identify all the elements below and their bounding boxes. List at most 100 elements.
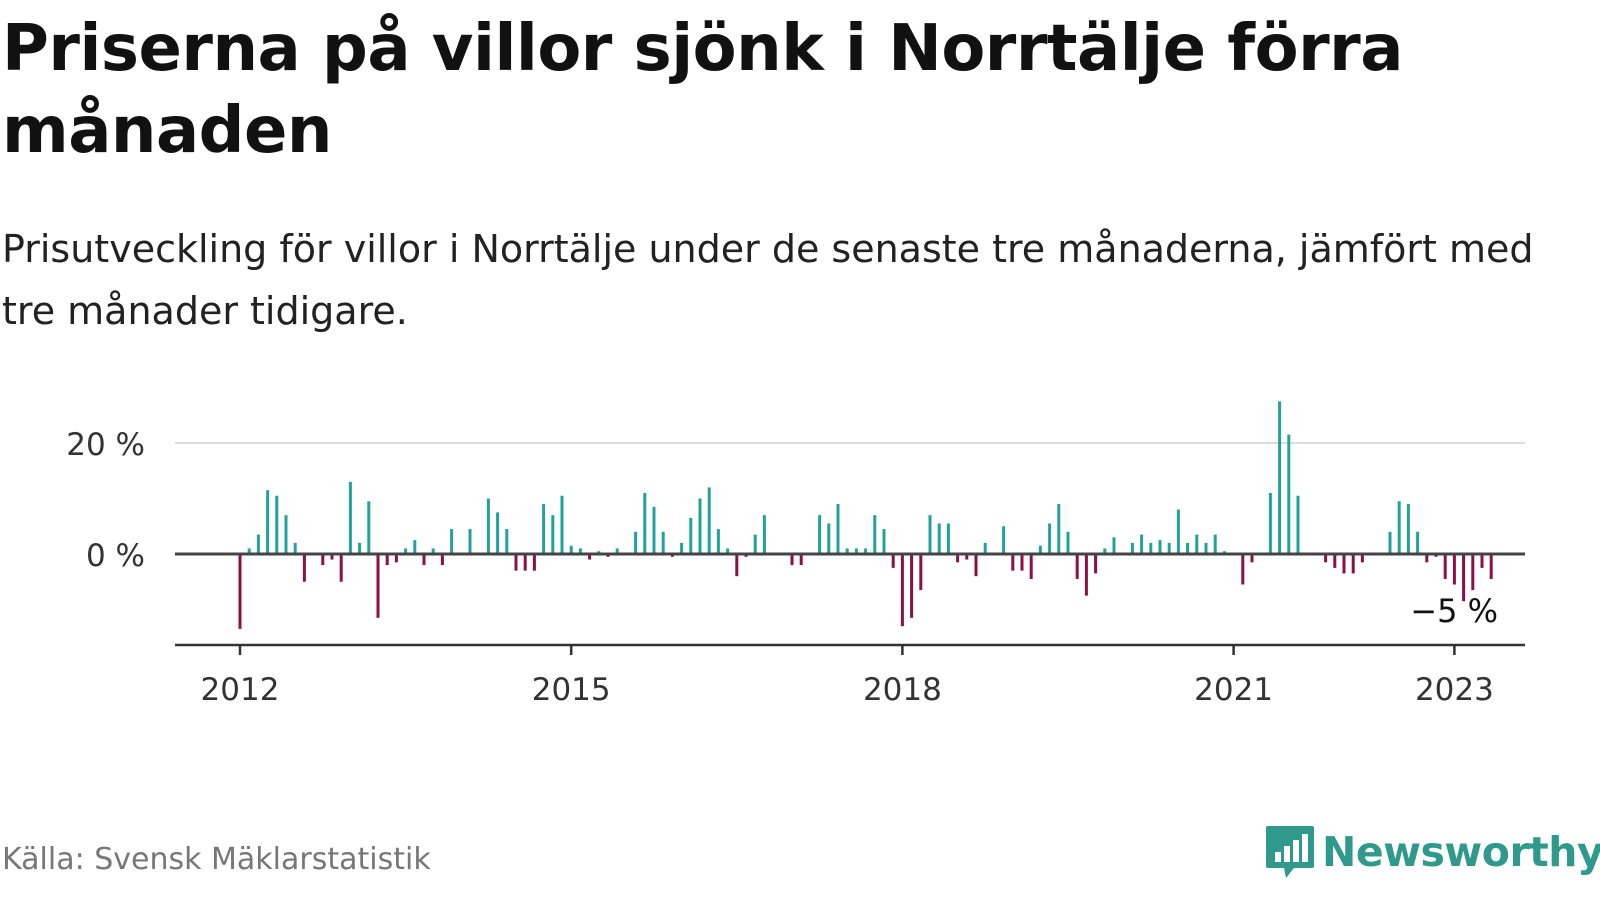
bar: [1388, 531, 1392, 554]
bar: [284, 515, 288, 554]
bar: [450, 529, 454, 554]
bar: [615, 548, 619, 554]
bar: [1489, 554, 1493, 579]
bar: [542, 504, 546, 554]
bar: [385, 554, 389, 566]
bar: [818, 515, 822, 554]
x-tick-label: 2021: [1194, 672, 1273, 708]
bar: [1333, 554, 1337, 568]
bar: [1186, 542, 1190, 554]
bar: [873, 515, 877, 554]
bar: [330, 554, 334, 560]
x-tick-label: 2023: [1415, 672, 1494, 708]
newsworthy-logo: Newsworthy: [1264, 824, 1600, 880]
bar: [1296, 495, 1300, 554]
bar: [1075, 554, 1079, 579]
bar: [956, 554, 960, 563]
bar: [1351, 554, 1355, 574]
bar: [1342, 554, 1346, 574]
bar: [836, 504, 840, 554]
bar: [266, 490, 270, 554]
bar: [1462, 554, 1466, 602]
bar: [762, 515, 766, 554]
bar: [661, 531, 665, 554]
bar: [716, 529, 720, 554]
bar: [302, 554, 306, 582]
bar: [790, 554, 794, 566]
bar: [1149, 542, 1153, 554]
x-tick-label: 2012: [201, 672, 280, 708]
bar: [532, 554, 536, 571]
bar: [1140, 534, 1144, 554]
bar: [1443, 554, 1447, 579]
bar: [1471, 554, 1475, 591]
bar: [1195, 534, 1199, 554]
bar: [1278, 401, 1282, 554]
bar: [440, 554, 444, 566]
bar: [514, 554, 518, 571]
bar: [413, 540, 417, 554]
bar: [689, 517, 693, 554]
bar: [293, 542, 297, 554]
bar: [1002, 526, 1006, 554]
bar: [1250, 554, 1254, 563]
chart-title: Priserna på villor sjönk i Norrtälje för…: [2, 12, 1403, 168]
bar: [1324, 554, 1328, 563]
bar: [900, 554, 904, 627]
x-tick-label: 2015: [532, 672, 611, 708]
bar: [404, 548, 408, 554]
bar: [1011, 554, 1015, 571]
bar: [753, 534, 757, 554]
bar: [1057, 504, 1061, 554]
bar: [1416, 531, 1420, 554]
bar: [735, 554, 739, 577]
bar: [910, 554, 914, 618]
bar: [275, 495, 279, 554]
bar: [1020, 554, 1024, 571]
bar: [891, 554, 895, 568]
bar: [864, 548, 868, 554]
bar: [652, 506, 656, 554]
bar: [238, 554, 242, 629]
bar: [1360, 554, 1364, 563]
x-tick-label: 2018: [863, 672, 942, 708]
bar-chart-speech-bubble-icon: [1266, 826, 1314, 878]
bar: [1066, 531, 1070, 554]
y-tick-label: 0 %: [86, 538, 145, 574]
bar: [983, 542, 987, 554]
bar: [698, 498, 702, 554]
bar: [946, 523, 950, 554]
bar: [919, 554, 923, 591]
bar: [1213, 534, 1217, 554]
bar: [1425, 554, 1429, 563]
bar: [827, 523, 831, 554]
bar: [560, 495, 564, 554]
bar: [339, 554, 343, 582]
bar: [1094, 554, 1098, 574]
bar: [468, 529, 472, 554]
bar: [394, 554, 398, 563]
bar: [1038, 545, 1042, 554]
bar: [707, 487, 711, 554]
bar: [974, 554, 978, 577]
bar: [1176, 509, 1180, 554]
bar: [882, 529, 886, 554]
bar: [321, 554, 325, 566]
bar: [726, 548, 730, 554]
bar: [1241, 554, 1245, 585]
bar: [1112, 537, 1116, 554]
bar: [578, 548, 582, 554]
bar: [588, 554, 592, 560]
bar: [523, 554, 527, 571]
bar: [358, 542, 362, 554]
bar: [376, 554, 380, 618]
bar: [367, 501, 371, 554]
bar: [1204, 542, 1208, 554]
bar: [505, 529, 509, 554]
bar: [643, 492, 647, 554]
bar: [1048, 523, 1052, 554]
bar: [1268, 492, 1272, 554]
bar: [928, 515, 932, 554]
bar: [496, 512, 500, 554]
bar: [486, 498, 490, 554]
